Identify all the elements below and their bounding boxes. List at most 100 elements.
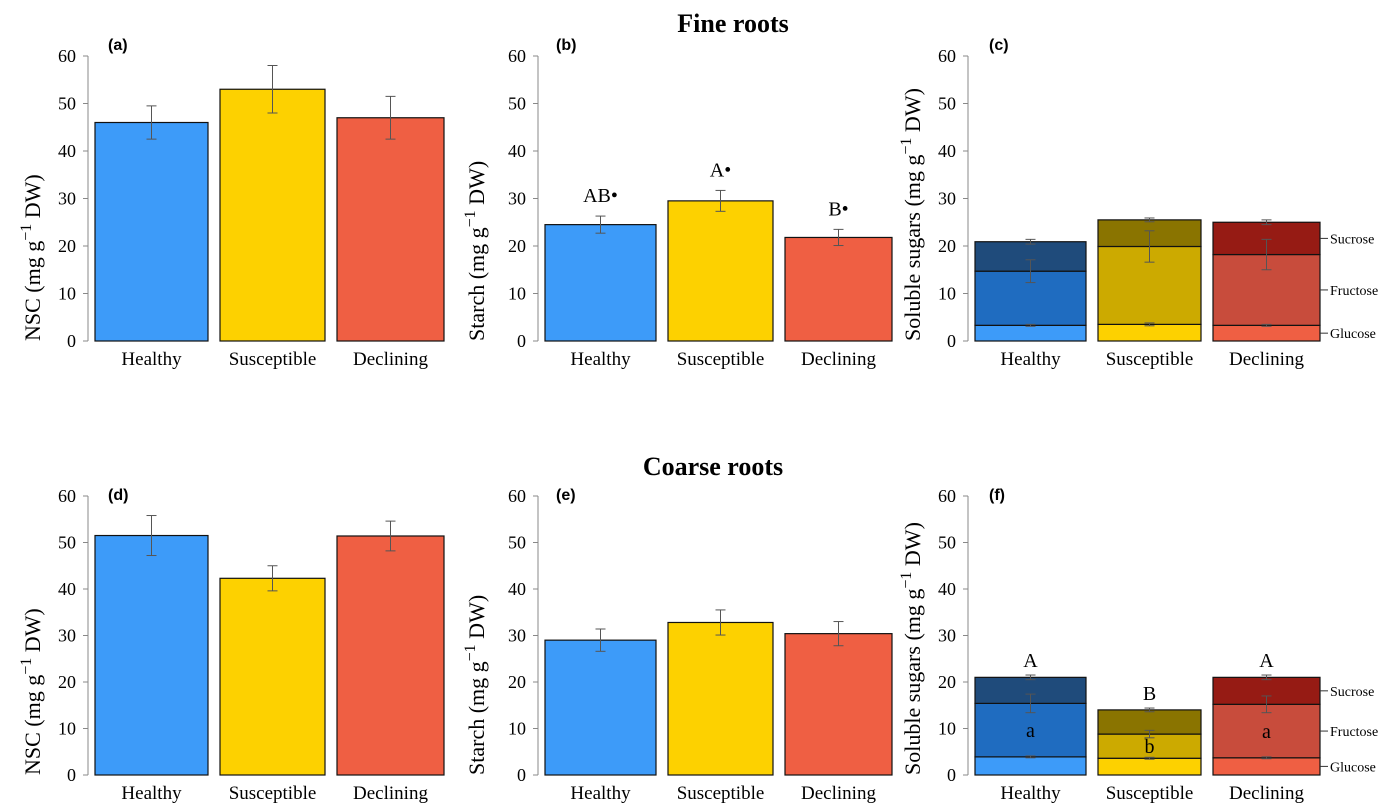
panel-b: (b) 0 10 20 30 40 50 60 Starch (mg g−1 DW) Health… xyxy=(462,37,893,370)
y-tick-label: 20 xyxy=(508,236,526,256)
panel-label: (b) xyxy=(556,37,576,54)
y-tick-label: 0 xyxy=(947,331,956,351)
component-label-sucrose: Sucrose xyxy=(1330,685,1374,700)
y-axis-label: Soluble sugars (mg g−1 DW) xyxy=(898,522,925,775)
bar-declining xyxy=(336,535,445,776)
y-tick-label: 40 xyxy=(58,141,76,161)
bar-healthy xyxy=(544,224,657,342)
category-label-declining: Declining xyxy=(1229,349,1304,370)
category-label-healthy: Healthy xyxy=(570,349,631,370)
significance-letter-fructose-susceptible: b xyxy=(1145,736,1155,758)
y-tick-label: 0 xyxy=(947,765,956,785)
y-tick-label: 30 xyxy=(508,626,526,646)
bar-susceptible xyxy=(219,88,326,342)
significance-letter-total-susceptible: B xyxy=(1143,683,1156,705)
y-tick-label: 30 xyxy=(938,189,956,209)
significance-letter-fructose-healthy: a xyxy=(1026,720,1035,742)
y-tick-label: 50 xyxy=(58,94,76,114)
bar-healthy xyxy=(94,534,209,776)
panel-label: (c) xyxy=(989,37,1009,54)
y-tick-label: 30 xyxy=(58,626,76,646)
y-tick-label: 50 xyxy=(938,94,956,114)
y-axis-label: Starch (mg g−1 DW) xyxy=(462,161,489,341)
y-tick-label: 60 xyxy=(508,46,526,66)
component-label-glucose: Glucose xyxy=(1330,760,1376,775)
y-tick-label: 20 xyxy=(58,672,76,692)
y-axis-label: Starch (mg g−1 DW) xyxy=(462,595,489,775)
panel-c: (c) 0 10 20 30 40 50 60 Soluble sugars (mg g−1 D… xyxy=(898,37,1378,370)
y-tick-label: 60 xyxy=(58,46,76,66)
y-tick-label: 0 xyxy=(517,765,526,785)
y-tick-label: 60 xyxy=(508,486,526,506)
y-tick-label: 40 xyxy=(938,141,956,161)
category-label-susceptible: Susceptible xyxy=(229,783,317,804)
significance-letter-healthy: AB• xyxy=(583,185,618,207)
panel-a: (a) 0 10 20 30 40 50 60 NSC (mg g−1 DW) Healthy Su… xyxy=(18,37,445,370)
y-tick-label: 0 xyxy=(67,331,76,351)
panel-f: (f) 0 10 20 30 40 50 60 Soluble sugars (mg g−1 D… xyxy=(898,486,1378,804)
y-tick-label: 0 xyxy=(67,765,76,785)
y-tick-label: 50 xyxy=(508,94,526,114)
significance-letter-fructose-declining: a xyxy=(1262,721,1271,743)
component-label-fructose: Fructose xyxy=(1330,284,1378,299)
component-label-sucrose: Sucrose xyxy=(1330,232,1374,247)
category-label-declining: Declining xyxy=(353,783,428,804)
category-label-healthy: Healthy xyxy=(570,783,631,804)
y-tick-label: 20 xyxy=(938,236,956,256)
significance-letter-total-declining: A xyxy=(1259,650,1274,672)
category-label-healthy: Healthy xyxy=(1000,783,1061,804)
y-tick-label: 50 xyxy=(508,533,526,553)
significance-letter-susceptible: A• xyxy=(710,159,731,181)
y-axis-label: NSC (mg g−1 DW) xyxy=(18,174,45,341)
section-title-coarse-roots: Coarse roots xyxy=(643,452,783,481)
y-tick-label: 30 xyxy=(938,626,956,646)
bar-declining xyxy=(784,236,893,342)
y-tick-label: 50 xyxy=(58,533,76,553)
significance-letter-declining: B• xyxy=(828,198,848,220)
y-axis-label: Soluble sugars (mg g−1 DW) xyxy=(898,88,925,341)
category-label-susceptible: Susceptible xyxy=(677,349,765,370)
y-tick-label: 20 xyxy=(58,236,76,256)
bar-susceptible xyxy=(219,577,326,776)
component-label-glucose: Glucose xyxy=(1330,327,1376,342)
y-tick-label: 60 xyxy=(58,486,76,506)
bar-segment-declining-glucose xyxy=(1212,324,1321,342)
y-tick-label: 40 xyxy=(508,141,526,161)
y-tick-label: 40 xyxy=(508,579,526,599)
category-label-healthy: Healthy xyxy=(1000,349,1061,370)
category-label-susceptible: Susceptible xyxy=(677,783,765,804)
y-tick-label: 10 xyxy=(58,284,76,304)
category-label-declining: Declining xyxy=(1229,783,1304,804)
category-label-healthy: Healthy xyxy=(121,783,182,804)
significance-letter-total-healthy: A xyxy=(1023,650,1038,672)
section-title-fine-roots: Fine roots xyxy=(677,9,788,38)
y-tick-label: 20 xyxy=(508,672,526,692)
category-label-declining: Declining xyxy=(801,783,876,804)
y-tick-label: 40 xyxy=(938,579,956,599)
y-tick-label: 10 xyxy=(938,719,956,739)
category-label-susceptible: Susceptible xyxy=(1106,349,1194,370)
y-axis-label: NSC (mg g−1 DW) xyxy=(18,608,45,775)
bar-healthy xyxy=(94,121,209,342)
y-tick-label: 10 xyxy=(938,284,956,304)
panel-label: (e) xyxy=(556,487,576,504)
bar-segment-healthy-glucose xyxy=(974,324,1087,342)
y-tick-label: 50 xyxy=(938,533,956,553)
category-label-declining: Declining xyxy=(353,349,428,370)
bar-segment-declining-glucose xyxy=(1212,757,1321,776)
y-tick-label: 10 xyxy=(508,284,526,304)
bar-declining xyxy=(336,117,445,342)
bar-segment-susceptible-glucose xyxy=(1097,757,1202,776)
category-label-healthy: Healthy xyxy=(121,349,182,370)
y-tick-label: 0 xyxy=(517,331,526,351)
bar-segment-healthy-glucose xyxy=(974,756,1087,776)
y-tick-label: 20 xyxy=(938,672,956,692)
panel-label: (d) xyxy=(108,487,128,504)
bar-healthy xyxy=(544,639,657,776)
y-tick-label: 60 xyxy=(938,46,956,66)
y-tick-label: 10 xyxy=(508,719,526,739)
y-tick-label: 40 xyxy=(58,579,76,599)
category-label-susceptible: Susceptible xyxy=(1106,783,1194,804)
component-label-fructose: Fructose xyxy=(1330,725,1378,740)
